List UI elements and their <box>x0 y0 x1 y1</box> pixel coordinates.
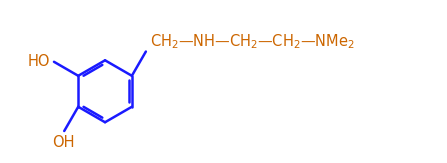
Text: CH$_2$—NH—CH$_2$—CH$_2$—NMe$_2$: CH$_2$—NH—CH$_2$—CH$_2$—NMe$_2$ <box>150 32 355 51</box>
Text: HO: HO <box>27 54 50 69</box>
Text: OH: OH <box>52 135 75 150</box>
